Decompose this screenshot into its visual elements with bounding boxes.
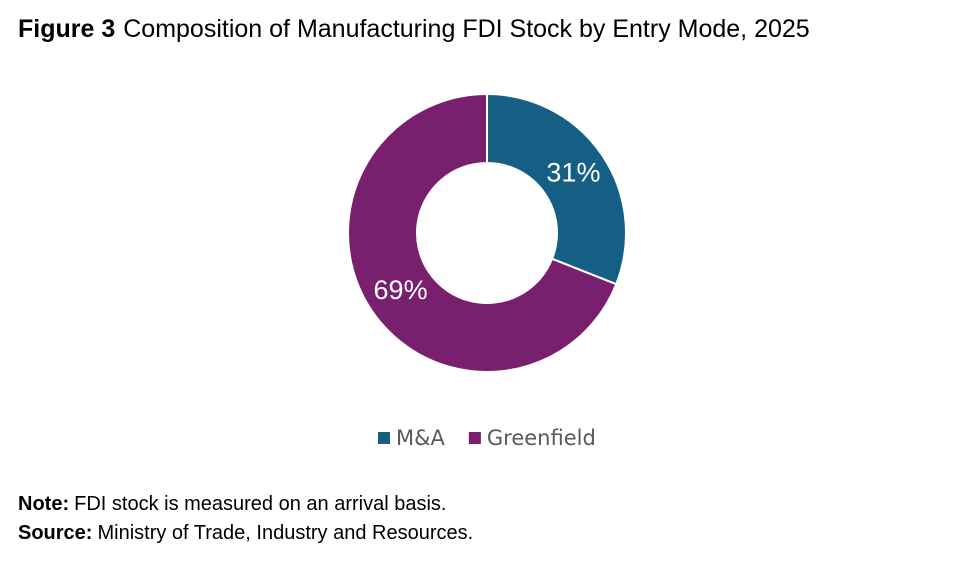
slice: [486, 92, 627, 286]
value-label: 31%: [546, 157, 600, 187]
source-text: Ministry of Trade, Industry and Resource…: [97, 522, 473, 544]
note-text: FDI stock is measured on an arrival basi…: [74, 493, 446, 515]
note-label: Note:: [18, 493, 69, 515]
legend-swatch: [468, 432, 481, 444]
note: Note: FDI stock is measured on an arrival…: [18, 493, 446, 515]
source: Source: Ministry of Trade, Industry and R…: [18, 522, 473, 544]
legend-swatch: [378, 432, 390, 444]
title-text: Composition of Manufacturing FDI Stock b…: [123, 15, 809, 43]
slice: [347, 92, 618, 373]
legend-label: M&A: [396, 426, 445, 450]
value-label: 69%: [374, 275, 428, 305]
title-label: Figure 3: [18, 15, 115, 43]
legend-label: Greenfield: [487, 426, 596, 450]
source-label: Source:: [18, 522, 92, 544]
chart-title: Figure 3 Composition of Manufacturing FDI…: [18, 15, 810, 43]
